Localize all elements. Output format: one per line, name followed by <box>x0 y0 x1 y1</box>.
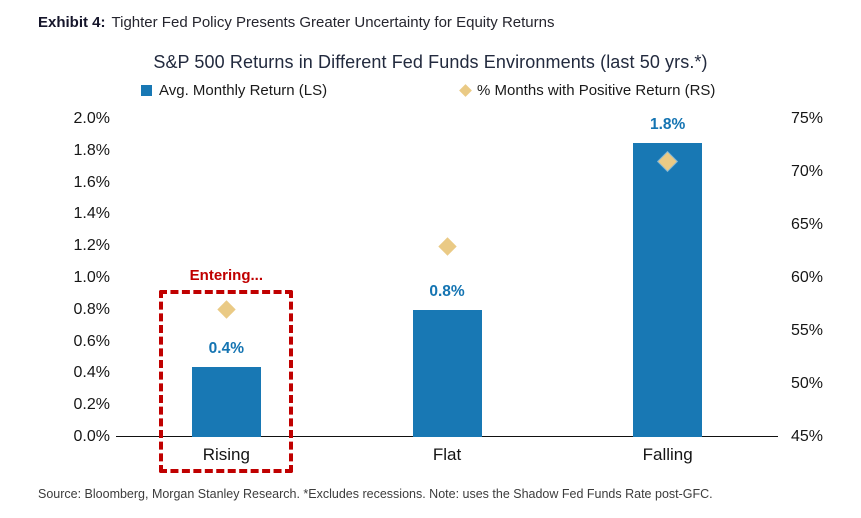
left-axis-tick-label: 1.2% <box>73 237 110 255</box>
left-axis-tick-label: 2.0% <box>73 110 110 127</box>
right-axis-tick-label: 60% <box>791 269 824 286</box>
left-axis-tick-label: 1.0% <box>73 269 110 286</box>
right-axis-tick-label: 50% <box>791 375 824 392</box>
left-axis-tick-label: 1.6% <box>73 173 110 191</box>
chart-title: S&P 500 Returns in Different Fed Funds E… <box>153 52 708 72</box>
legend-label-diamond-series: % Months with Positive Return (RS) <box>477 82 716 99</box>
right-axis-tick-label: 75% <box>791 110 824 127</box>
source-note: Source: Bloomberg, Morgan Stanley Resear… <box>38 487 713 501</box>
bar-value-label-flat: 0.8% <box>429 282 465 300</box>
right-axis-tick-label: 65% <box>791 216 824 233</box>
left-axis-tick-label: 0.0% <box>73 428 110 445</box>
bar-rising <box>191 367 261 437</box>
annotation-label: Entering... <box>189 266 263 284</box>
diamond-marker-flat <box>437 236 457 256</box>
bar-flat <box>412 309 482 437</box>
exhibit-title: Tighter Fed Policy Presents Greater Unce… <box>111 14 555 31</box>
legend-item-avg-monthly-return: Avg. Monthly Return (LS) <box>141 82 327 99</box>
right-axis-tick-label: 55% <box>791 322 824 339</box>
left-axis-tick-label: 0.4% <box>73 364 110 382</box>
category-label-falling: Falling <box>642 445 693 464</box>
left-axis-tick-label: 0.2% <box>73 396 110 414</box>
bar-falling <box>633 142 703 437</box>
bar-value-label-rising: 0.4% <box>208 340 244 358</box>
exhibit-number: Exhibit 4: <box>38 14 106 31</box>
legend-square-icon <box>141 85 152 96</box>
legend-item-positive-months: % Months with Positive Return (RS) <box>459 82 716 99</box>
category-label-rising: Rising <box>202 445 250 464</box>
legend-label-bar-series: Avg. Monthly Return (LS) <box>159 82 328 99</box>
right-axis-tick-label: 45% <box>791 428 824 445</box>
category-label-flat: Flat <box>432 445 462 464</box>
bar-value-label-falling: 1.8% <box>649 115 686 133</box>
right-axis-tick-label: 70% <box>791 163 824 180</box>
left-axis-tick-label: 1.4% <box>73 205 110 223</box>
left-axis-tick-label: 0.8% <box>73 300 110 318</box>
left-axis-tick-label: 0.6% <box>73 332 110 350</box>
exhibit-header: Exhibit 4: Tighter Fed Policy Presents Gr… <box>38 14 554 31</box>
annotation-box <box>159 289 294 473</box>
left-axis-tick-label: 1.8% <box>73 141 110 159</box>
